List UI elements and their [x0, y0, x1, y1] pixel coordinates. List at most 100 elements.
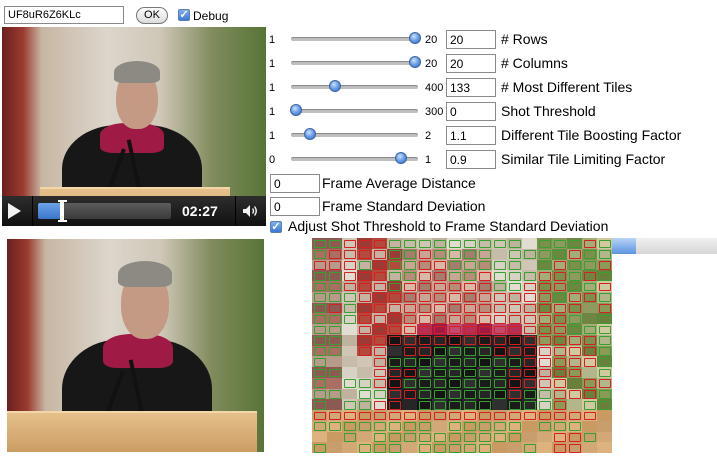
grid-cell [492, 281, 508, 293]
grid-cell [477, 367, 493, 379]
slider[interactable] [291, 152, 418, 164]
slider-thumb[interactable] [329, 80, 342, 92]
similar-tile [569, 239, 581, 249]
different-tile [554, 368, 566, 378]
similar-tile [329, 282, 341, 292]
similar-tile [599, 357, 611, 367]
slider-min-label: 0 [269, 154, 276, 166]
slider[interactable] [291, 56, 422, 68]
grid-cell [327, 281, 343, 293]
grid-cell [372, 302, 388, 314]
different-tile [464, 304, 476, 313]
different-tile [389, 390, 401, 399]
different-tile [554, 347, 566, 356]
similar-tile [419, 357, 431, 367]
similar-tile [584, 250, 596, 259]
similar-tile [464, 390, 476, 399]
similar-tile [509, 239, 521, 249]
different-tile [479, 411, 491, 421]
slider[interactable] [291, 80, 418, 92]
similar-tile [449, 422, 461, 431]
similar-tile [389, 443, 401, 453]
slider-thumb[interactable] [290, 104, 303, 116]
different-tile [419, 304, 431, 313]
grid-cell [447, 410, 463, 422]
different-tile [524, 336, 536, 345]
grid-cell [492, 302, 508, 314]
slider[interactable] [290, 104, 418, 116]
slider-thumb[interactable] [304, 128, 317, 140]
slider-thumb[interactable] [409, 32, 422, 44]
grid-cell [402, 420, 418, 432]
different-tile [374, 261, 386, 270]
grid-cell [567, 388, 583, 400]
similar-tile [314, 379, 326, 388]
slider[interactable] [291, 128, 418, 140]
grid-cell [342, 377, 358, 389]
grid-cell [432, 410, 448, 422]
debug-checkbox[interactable]: ✓ [178, 9, 190, 21]
grid-cell [492, 345, 508, 357]
similar-tile [479, 443, 491, 453]
slider-value-input[interactable] [446, 78, 496, 97]
grid-cell [522, 399, 538, 411]
volume-icon[interactable] [242, 204, 260, 218]
similar-tile [314, 422, 326, 431]
similar-tile [479, 347, 491, 356]
slider-thumb[interactable] [409, 56, 422, 68]
grid-cell [402, 431, 418, 443]
different-tile [419, 347, 431, 356]
grid-cell [387, 388, 403, 400]
grid-cell [312, 259, 328, 271]
play-icon[interactable] [8, 203, 21, 219]
grid-cell [357, 302, 373, 314]
grid-cell [567, 367, 583, 379]
video-id-input[interactable] [4, 6, 124, 24]
similar-tile [314, 357, 326, 367]
seek-handle[interactable] [57, 200, 67, 222]
frame-average-distance-input[interactable] [270, 174, 320, 193]
grid-cell [312, 399, 328, 411]
adjust-threshold-checkbox[interactable]: ✓ [270, 221, 282, 233]
grid-cell [372, 238, 388, 250]
video-player[interactable]: 02:27 [2, 27, 266, 226]
grid-cell [597, 388, 612, 400]
slider-value-input[interactable] [446, 102, 496, 121]
grid-cell [357, 334, 373, 346]
different-tile [374, 239, 386, 249]
frame-standard-deviation-input[interactable] [270, 197, 320, 216]
grid-cell [567, 248, 583, 260]
grid-cell [342, 356, 358, 368]
grid-cell [357, 259, 373, 271]
slider-value-input[interactable] [446, 126, 496, 145]
seek-bar[interactable] [38, 200, 171, 222]
grid-cell [447, 431, 463, 443]
grid-cell [432, 281, 448, 293]
grid-cell [327, 259, 343, 271]
grid-cell [312, 334, 328, 346]
similar-tile [449, 261, 461, 270]
grid-cell [327, 270, 343, 282]
slider-value-input[interactable] [446, 30, 496, 49]
grid-cell [597, 399, 612, 411]
slider-thumb[interactable] [395, 152, 408, 164]
slider[interactable] [291, 32, 422, 44]
grid-cell [567, 270, 583, 282]
similar-tile [314, 271, 326, 281]
grid-cell [357, 388, 373, 400]
grid-cell [417, 313, 433, 325]
grid-cell [582, 410, 598, 422]
different-tile [569, 336, 581, 345]
slider-value-input[interactable] [446, 54, 496, 73]
grid-cell [552, 291, 568, 303]
similar-tile [464, 379, 476, 388]
different-tile [359, 271, 371, 281]
grid-cell [432, 302, 448, 314]
grid-cell [537, 431, 553, 443]
different-tile [419, 293, 431, 302]
grid-cell [462, 356, 478, 368]
ok-button[interactable]: OK [136, 7, 168, 24]
different-tile [404, 411, 416, 421]
slider-value-input[interactable] [446, 150, 496, 169]
grid-cell [432, 259, 448, 271]
